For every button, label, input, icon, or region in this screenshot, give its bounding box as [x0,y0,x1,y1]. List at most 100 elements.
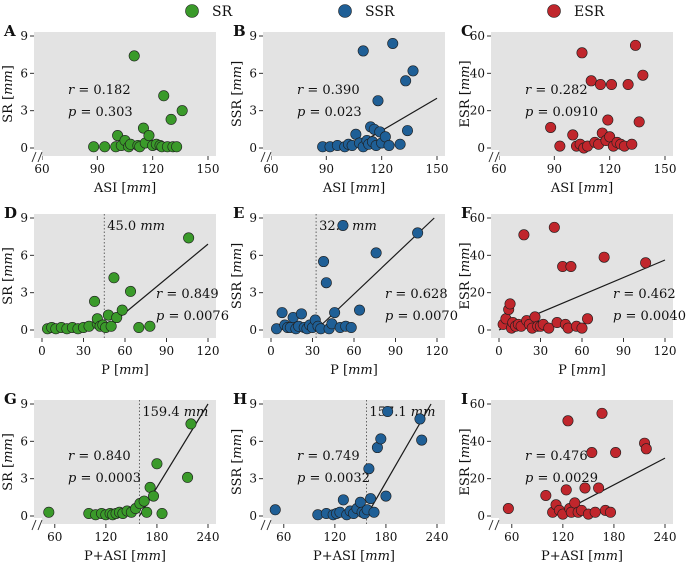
data-point [183,232,195,244]
x-axis-label: P [mm] [330,363,378,378]
y-tick-label: 9 [249,29,257,43]
data-point [567,129,579,141]
data-point [182,471,194,483]
y-tick-label: 3 [249,472,257,486]
y-tick-label: 0 [477,141,485,155]
y-tick-label: 9 [20,29,28,43]
axis-break-mask [261,150,271,162]
data-point [416,434,428,446]
x-tick-label: 30 [76,344,91,358]
axis-break-icon [260,151,272,163]
axis-break-icon [260,519,272,531]
data-point [640,257,652,269]
panel-a: A 0 3 6 9 60 90 120 150 ASI [mm] SR [mm] r = 0.182 p… [1,22,219,196]
plot-content: 32.6 mm [271,214,435,338]
data-point [144,320,156,332]
x-tick-label: 60 [47,530,62,544]
y-tick-label: 9 [249,211,257,225]
data-point [565,261,577,273]
data-point [605,506,617,518]
data-point [105,320,117,332]
y-tick-label: 3 [20,472,28,486]
panel-letter: G [4,390,17,408]
data-point [108,272,120,284]
axis-break-icon [488,151,500,163]
data-point [606,79,618,91]
panel-f: F 0 20 40 60 0 30 60 90 120 P [mm] ESR [mm] r = 0.46… [458,204,686,378]
data-point [626,138,638,150]
data-point [138,495,150,507]
x-tick-label: 120 [426,344,449,358]
data-point [633,116,645,128]
y-tick-label: 0 [249,141,257,155]
x-tick-label: 90 [159,344,174,358]
x-tick-label: 120 [654,344,677,358]
x-tick-label: 120 [323,530,346,544]
stat-p: p = 0.0070 [385,309,458,324]
stat-p: p = 0.0003 [68,471,141,486]
panel-letter: E [233,204,244,222]
legend-label-esr: ESR [574,4,605,20]
y-axis-label: SSR [mm] [230,243,245,309]
y-tick-label: 0 [20,509,28,523]
y-tick-label: 0 [477,323,485,337]
x-tick-label: 30 [305,344,320,358]
stat-r: r = 0.182 [68,83,131,98]
y-tick-label: 40 [470,248,485,262]
data-point [375,433,387,445]
x-tick-label: 180 [145,530,168,544]
x-tick-label: 0 [267,344,275,358]
panel-letter: D [4,204,17,222]
y-tick-label: 3 [249,286,257,300]
x-axis-label: P+ASI [mm] [84,549,166,564]
data-point [407,65,419,77]
data-point [554,140,566,152]
y-tick-label: 20 [470,472,485,486]
stat-r: r = 0.462 [613,287,676,302]
data-point [400,75,412,87]
data-point [414,413,426,425]
stat-r: r = 0.749 [297,449,360,464]
axis-break-mask [32,150,42,162]
data-point [269,504,281,516]
threshold-label: 159.4 mm [142,405,208,420]
y-tick-label: 6 [20,248,28,262]
data-point [562,415,574,427]
y-axis-label: SR [mm] [1,65,16,123]
data-point [543,322,555,334]
data-point [156,508,168,520]
data-point [548,221,560,233]
y-axis-label: ESR [mm] [458,60,473,127]
y-axis-label: ESR [mm] [458,242,473,309]
x-tick-label: 90 [616,344,631,358]
data-point [165,113,177,125]
x-axis-label: P+ASI [mm] [313,549,395,564]
x-axis-label: ASI [mm] [322,181,385,196]
panel-letter: A [3,22,16,40]
x-tick-label: 60 [263,162,278,176]
stat-p: p = 0.0040 [613,309,686,324]
stat-r: r = 0.476 [525,449,588,464]
y-tick-label: 40 [470,434,485,448]
x-tick-label: 150 [197,162,220,176]
data-point [640,443,652,455]
data-point [401,125,413,137]
x-axis-label: P+ASI [mm] [541,549,623,564]
data-point [372,95,384,107]
data-point [128,50,140,62]
plot-area [263,400,445,524]
stat-p: p = 0.0910 [525,105,598,120]
x-tick-label: 30 [533,344,548,358]
stat-r: r = 0.390 [297,83,360,98]
y-tick-label: 9 [20,397,28,411]
data-point [586,447,598,459]
plot-content [497,221,666,334]
y-tick-label: 9 [249,397,257,411]
x-tick-label: 150 [426,162,449,176]
data-point [176,105,188,117]
data-point [582,313,594,325]
data-point [412,227,424,239]
legend-marker-ssr [338,4,352,18]
legend-marker-esr [547,4,561,18]
data-point [380,490,392,502]
